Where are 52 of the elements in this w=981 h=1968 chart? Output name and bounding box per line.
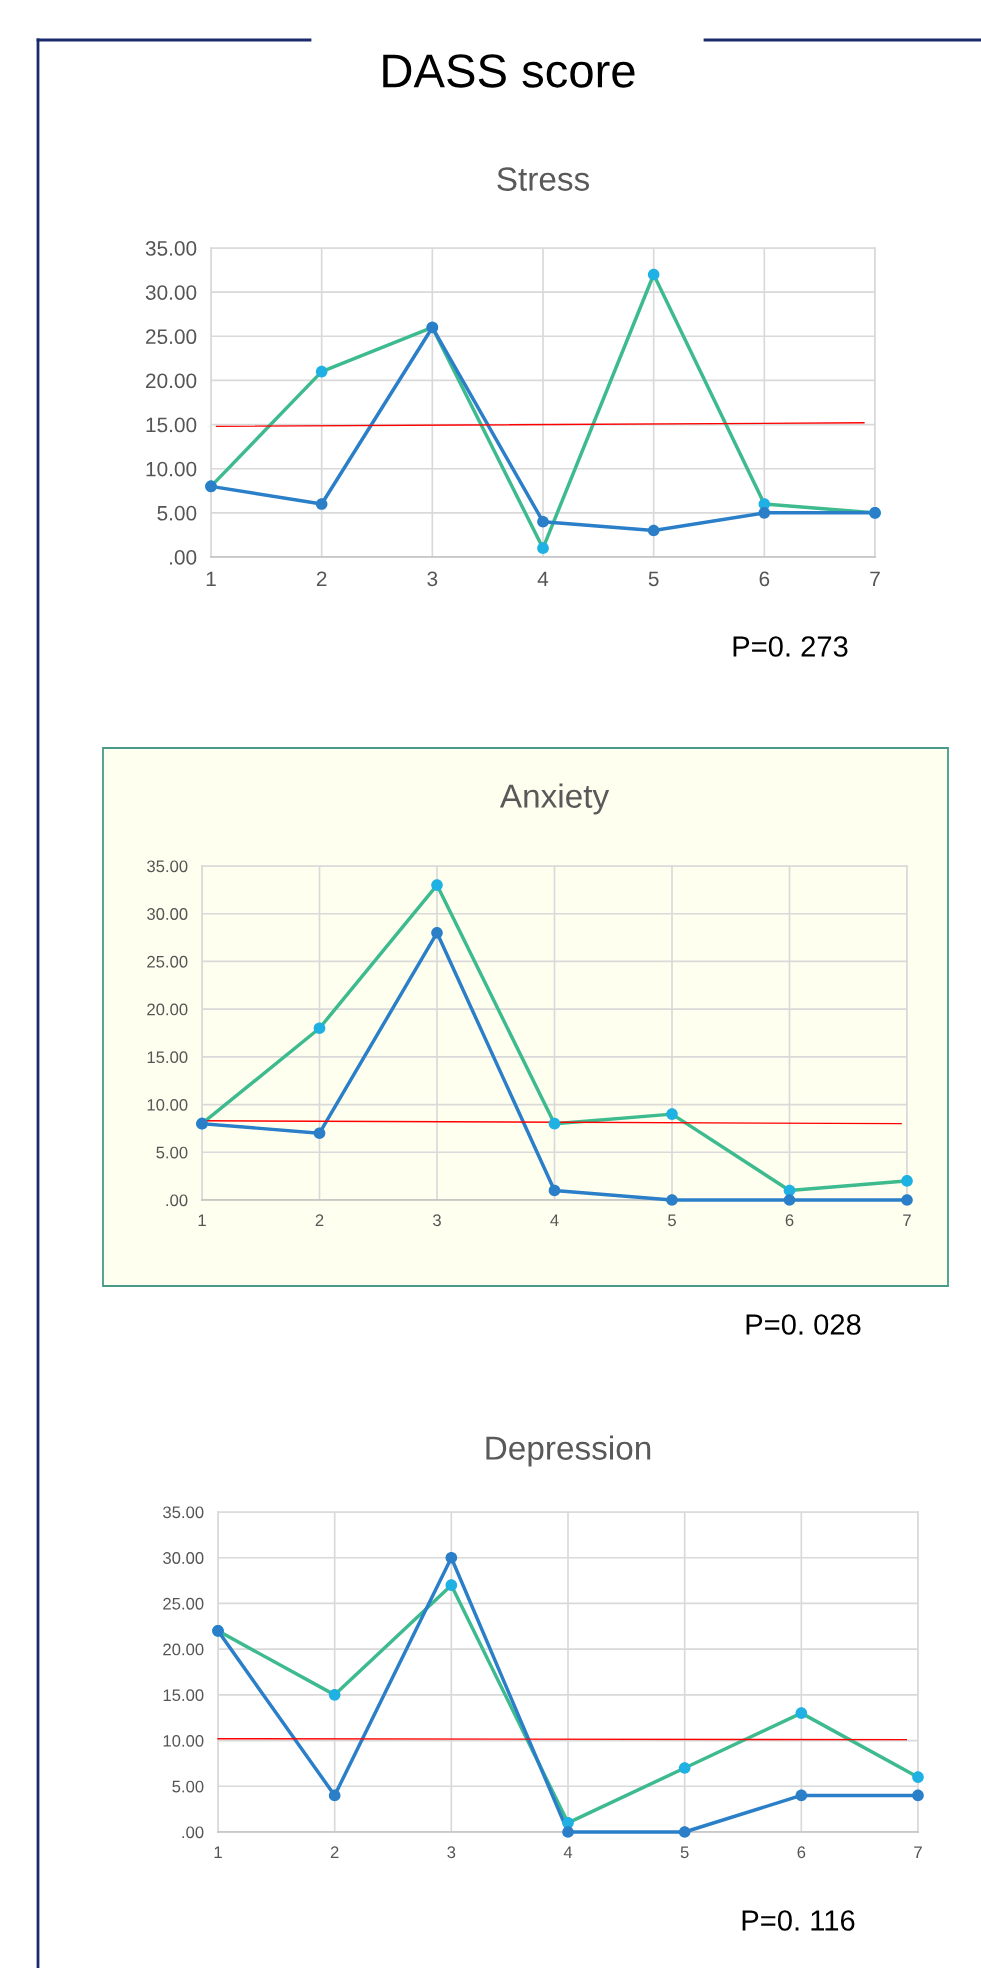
text: P=0. 273 bbox=[733, 636, 848, 657]
x-tick-label: 2 bbox=[315, 1214, 324, 1226]
y-tick-label: 10.00 bbox=[163, 1734, 204, 1747]
y-tick-label: 25.00 bbox=[147, 955, 188, 968]
y-tick-label: .00 bbox=[166, 1194, 188, 1207]
x-tick-label: 5 bbox=[648, 571, 659, 587]
text: P=0. 028 bbox=[746, 1314, 861, 1335]
y-tick-label: 20.00 bbox=[147, 1003, 188, 1016]
y-tick-label: 10.00 bbox=[147, 1098, 188, 1111]
x-tick-label: 2 bbox=[316, 571, 327, 586]
y-tick-label: 15.00 bbox=[146, 417, 197, 433]
y-tick-label: 5.00 bbox=[157, 505, 197, 521]
x-tick-label: 1 bbox=[198, 1214, 206, 1226]
y-tick-label: 15.00 bbox=[147, 1051, 188, 1064]
y-tick-label: .00 bbox=[170, 550, 197, 565]
y-tick-label: 30.00 bbox=[163, 1552, 204, 1564]
y-tick-label: 5.00 bbox=[156, 1146, 188, 1159]
x-tick-label: 7 bbox=[914, 1846, 922, 1858]
text: DASS score bbox=[383, 54, 635, 88]
x-tick-label: 7 bbox=[870, 571, 880, 586]
y-tick-label: .00 bbox=[182, 1826, 204, 1839]
y-tick-label: 5.00 bbox=[172, 1780, 204, 1793]
x-tick-label: 7 bbox=[903, 1214, 911, 1226]
y-tick-label: 15.00 bbox=[163, 1689, 204, 1702]
x-tick-label: 2 bbox=[330, 1846, 339, 1858]
y-tick-label: 35.00 bbox=[147, 860, 188, 873]
x-tick-label: 4 bbox=[537, 571, 549, 586]
y-tick-label: 30.00 bbox=[145, 285, 197, 300]
x-tick-label: 1 bbox=[214, 1846, 222, 1858]
x-tick-label: 3 bbox=[433, 1214, 441, 1227]
x-tick-label: 1 bbox=[206, 571, 216, 586]
x-tick-label: 3 bbox=[427, 571, 438, 587]
x-tick-label: 6 bbox=[797, 1846, 806, 1859]
y-tick-label: 20.00 bbox=[163, 1643, 204, 1656]
y-tick-label: 30.00 bbox=[147, 908, 188, 920]
x-tick-label: 5 bbox=[680, 1846, 689, 1859]
x-tick-label: 4 bbox=[550, 1214, 559, 1226]
y-tick-label: 10.00 bbox=[146, 461, 197, 477]
y-tick-label: 25.00 bbox=[146, 329, 197, 345]
x-tick-label: 3 bbox=[447, 1846, 456, 1859]
chart-title: Anxiety bbox=[499, 783, 610, 815]
chart-title: Depression bbox=[486, 1435, 651, 1467]
x-tick-label: 4 bbox=[563, 1846, 573, 1858]
chart-title: Stress bbox=[497, 167, 590, 191]
x-tick-label: 5 bbox=[668, 1214, 676, 1227]
x-tick-label: 6 bbox=[785, 1214, 794, 1227]
y-tick-label: 35.00 bbox=[145, 241, 197, 256]
y-tick-label: 35.00 bbox=[163, 1506, 204, 1519]
text: P=0. 116 bbox=[742, 1910, 855, 1931]
x-tick-label: 6 bbox=[759, 571, 770, 587]
y-tick-label: 20.00 bbox=[146, 373, 197, 389]
y-tick-label: 25.00 bbox=[163, 1597, 204, 1610]
